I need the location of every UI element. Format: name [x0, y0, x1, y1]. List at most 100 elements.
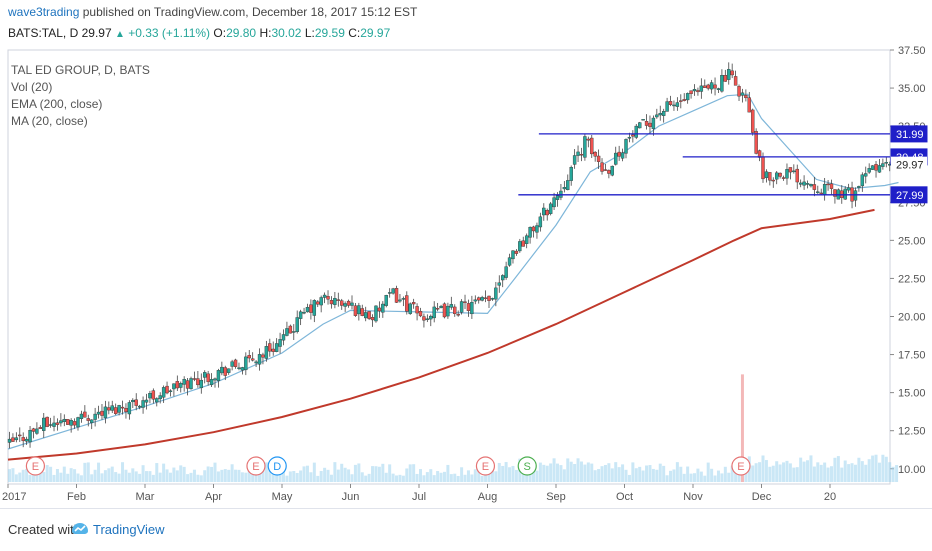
- candle-body: [165, 385, 169, 394]
- volume-bar: [559, 465, 563, 482]
- candle-body: [682, 99, 686, 101]
- volume-bar: [316, 475, 320, 482]
- volume-bar: [234, 469, 238, 482]
- candle-body: [596, 155, 601, 162]
- candle-body: [381, 303, 385, 313]
- candle-body: [35, 428, 39, 434]
- up-arrow-icon: ▲: [114, 29, 125, 40]
- candle-body: [579, 153, 584, 156]
- candle-body: [96, 411, 101, 415]
- x-tick-label: 2017: [2, 491, 26, 503]
- candle-body: [754, 131, 758, 154]
- volume-bar: [83, 462, 87, 482]
- volume-bar: [309, 472, 313, 482]
- candle-body: [699, 85, 704, 92]
- event-marker[interactable]: [475, 456, 496, 476]
- candle-body: [155, 398, 159, 403]
- volume-bar: [11, 468, 15, 482]
- candle-body: [62, 418, 66, 422]
- volume-bar: [62, 466, 66, 482]
- candle-body: [24, 438, 29, 442]
- volume-bar: [552, 458, 556, 482]
- candle-body: [326, 296, 330, 300]
- candle-body: [319, 297, 323, 306]
- volume-bar: [429, 469, 433, 482]
- event-marker[interactable]: [25, 456, 46, 476]
- volume-bar: [251, 474, 255, 482]
- candle-body: [768, 172, 772, 181]
- volume-bar: [754, 463, 758, 482]
- candle-body: [192, 378, 197, 380]
- volume-bar: [597, 469, 601, 482]
- candle-body: [288, 325, 293, 334]
- volume-bar: [730, 465, 734, 482]
- candle-body: [620, 152, 625, 159]
- candle-body: [172, 383, 176, 390]
- volume-bar: [703, 475, 707, 482]
- volume-bar: [826, 467, 830, 482]
- candle-body: [562, 187, 567, 190]
- candle-body: [733, 76, 738, 86]
- event-marker-label: E: [482, 461, 489, 473]
- event-marker[interactable]: [246, 456, 266, 476]
- candle-body: [298, 311, 303, 319]
- legend-volume[interactable]: Vol (20): [11, 80, 53, 94]
- event-marker[interactable]: [267, 456, 287, 476]
- volume-bar: [305, 465, 309, 482]
- volume-bar: [371, 466, 375, 482]
- low-label: L:: [304, 26, 315, 40]
- candle-body: [405, 295, 409, 312]
- tradingview-brand-link[interactable]: TradingView: [93, 522, 165, 537]
- candle-body: [274, 343, 279, 352]
- candle-body: [696, 90, 700, 93]
- publish-line: wave3trading published on TradingView.co…: [8, 5, 417, 19]
- event-marker[interactable]: [517, 456, 537, 476]
- event-marker[interactable]: [731, 456, 751, 476]
- candle-body: [415, 306, 419, 314]
- candle-body: [833, 189, 837, 197]
- volume-bar: [350, 474, 354, 482]
- author-link[interactable]: wave3trading: [8, 5, 80, 19]
- candle-body: [124, 408, 128, 412]
- price-chart[interactable]: 37.5035.0032.5030.0027.5025.0022.5020.00…: [0, 44, 932, 508]
- candle-body: [316, 301, 320, 305]
- x-tick-label: Jul: [412, 491, 426, 503]
- volume-bar: [672, 469, 676, 482]
- candle-body: [14, 437, 19, 441]
- volume-bar: [261, 463, 265, 482]
- volume-bar: [302, 466, 306, 482]
- volume-bar: [412, 464, 416, 482]
- volume-bar: [864, 464, 868, 482]
- candle-body: [103, 406, 108, 419]
- candle-body: [18, 434, 22, 437]
- volume-bar: [682, 473, 686, 482]
- volume-bar: [186, 474, 190, 482]
- volume-bar: [388, 464, 392, 482]
- candle-body: [42, 417, 46, 431]
- volume-bar: [319, 470, 323, 482]
- volume-bar: [148, 471, 152, 482]
- y-tick-label: 20.00: [898, 311, 926, 323]
- candle-body: [401, 298, 406, 300]
- volume-bar: [69, 468, 73, 482]
- candle-body: [233, 359, 238, 367]
- candle-body: [175, 381, 180, 389]
- candle-body: [244, 356, 248, 371]
- volume-bar: [42, 472, 46, 482]
- volume-bar: [651, 468, 655, 482]
- legend-ma[interactable]: MA (20, close): [11, 114, 88, 128]
- price-axis-tag-label: 29.97: [896, 160, 924, 172]
- candle-body: [658, 112, 662, 116]
- volume-bar: [199, 475, 203, 482]
- volume-bar: [145, 471, 148, 482]
- volume-bar: [871, 455, 875, 482]
- volume-bar: [353, 464, 357, 482]
- candle-body: [651, 117, 656, 130]
- volume-bar: [535, 470, 539, 482]
- volume-bar: [449, 474, 453, 482]
- volume-bar: [470, 474, 474, 482]
- volume-bar: [490, 465, 494, 482]
- volume-bar: [877, 462, 881, 482]
- legend-ema[interactable]: EMA (200, close): [11, 97, 103, 111]
- volume-bar: [466, 470, 470, 482]
